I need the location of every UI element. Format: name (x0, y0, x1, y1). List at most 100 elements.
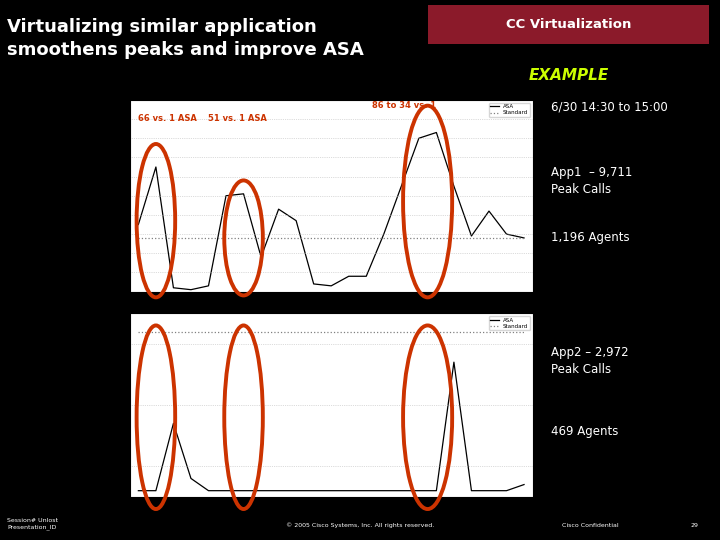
Text: App1  – 9,711
Peak Calls: App1 – 9,711 Peak Calls (551, 166, 632, 195)
Standard (204, 235, 213, 241)
Standard (485, 328, 493, 335)
Text: CC Virtualization: CC Virtualization (506, 18, 631, 31)
ASA (432, 488, 441, 494)
Standard (432, 235, 441, 241)
Legend: ASA, Standard: ASA, Standard (489, 316, 530, 330)
ASA (257, 488, 266, 494)
Standard (222, 235, 230, 241)
ASA (204, 282, 213, 289)
Standard (502, 328, 510, 335)
ASA (292, 218, 300, 224)
ASA (327, 488, 336, 494)
Text: Cisco Confidential: Cisco Confidential (562, 523, 618, 528)
ASA (485, 488, 493, 494)
Standard (222, 328, 230, 335)
Standard (415, 235, 423, 241)
Text: Virtualizing similar application
smoothens peaks and improve ASA: Virtualizing similar application smoothe… (7, 18, 364, 59)
ASA (397, 183, 405, 190)
Text: EXAMPLE: EXAMPLE (528, 68, 609, 83)
ASA (204, 488, 213, 494)
Text: Session# Unlost
Presentation_ID: Session# Unlost Presentation_ID (7, 518, 58, 530)
Standard (449, 235, 458, 241)
ASA (327, 282, 336, 289)
ASA (169, 285, 178, 291)
Standard (169, 328, 178, 335)
ASA (310, 488, 318, 494)
ASA (502, 231, 510, 238)
Standard (274, 328, 283, 335)
Standard (432, 328, 441, 335)
Standard (327, 235, 336, 241)
Standard (379, 235, 388, 241)
Standard (292, 328, 300, 335)
Standard (257, 235, 266, 241)
Standard (362, 328, 371, 335)
ASA (152, 164, 161, 170)
Standard (397, 235, 405, 241)
ASA (432, 129, 441, 136)
ASA (292, 488, 300, 494)
Text: 51 vs. 1 ASA: 51 vs. 1 ASA (209, 114, 267, 123)
ASA (379, 488, 388, 494)
Standard (134, 328, 143, 335)
Standard (134, 235, 143, 241)
ASA (344, 273, 353, 280)
Standard (152, 328, 161, 335)
ASA (310, 281, 318, 287)
Standard (152, 235, 161, 241)
Standard (344, 328, 353, 335)
ASA (274, 488, 283, 494)
Standard (204, 328, 213, 335)
ASA (467, 488, 476, 494)
Standard (327, 328, 336, 335)
Text: © 2005 Cisco Systems, Inc. All rights reserved.: © 2005 Cisco Systems, Inc. All rights re… (286, 522, 434, 528)
Line: ASA: ASA (138, 362, 524, 491)
Text: 86 to 34 vs. 1: 86 to 34 vs. 1 (372, 100, 436, 110)
Standard (169, 235, 178, 241)
Standard (274, 235, 283, 241)
ASA (520, 481, 528, 488)
ASA (379, 231, 388, 238)
Text: 6/30 14:30 to 15:00: 6/30 14:30 to 15:00 (551, 100, 667, 113)
Text: 29: 29 (690, 523, 698, 528)
ASA (152, 488, 161, 494)
Text: 66 vs. 1 ASA: 66 vs. 1 ASA (138, 114, 197, 123)
ASA (415, 135, 423, 141)
Standard (449, 328, 458, 335)
Standard (257, 328, 266, 335)
Standard (310, 235, 318, 241)
ASA (502, 488, 510, 494)
Standard (379, 328, 388, 335)
Text: 1,196 Agents: 1,196 Agents (551, 231, 629, 244)
ASA (397, 488, 405, 494)
ASA (415, 488, 423, 494)
Title: Daily ASA: Daily ASA (307, 90, 356, 99)
ASA (239, 488, 248, 494)
Title: Daily ASA: Daily ASA (307, 303, 356, 313)
ASA (485, 208, 493, 214)
ASA (222, 192, 230, 199)
FancyBboxPatch shape (428, 5, 709, 44)
Standard (467, 328, 476, 335)
Standard (186, 235, 195, 241)
ASA (186, 475, 195, 482)
Standard (415, 328, 423, 335)
Standard (520, 328, 528, 335)
Standard (239, 235, 248, 241)
ASA (449, 359, 458, 366)
ASA (134, 221, 143, 228)
ASA (186, 286, 195, 293)
Standard (292, 235, 300, 241)
ASA (274, 206, 283, 212)
ASA (449, 183, 458, 190)
Standard (186, 328, 195, 335)
Standard (239, 328, 248, 335)
Standard (344, 235, 353, 241)
Standard (467, 235, 476, 241)
Standard (310, 328, 318, 335)
Standard (362, 235, 371, 241)
ASA (520, 235, 528, 241)
ASA (362, 273, 371, 280)
Line: ASA: ASA (138, 132, 524, 289)
ASA (239, 191, 248, 197)
